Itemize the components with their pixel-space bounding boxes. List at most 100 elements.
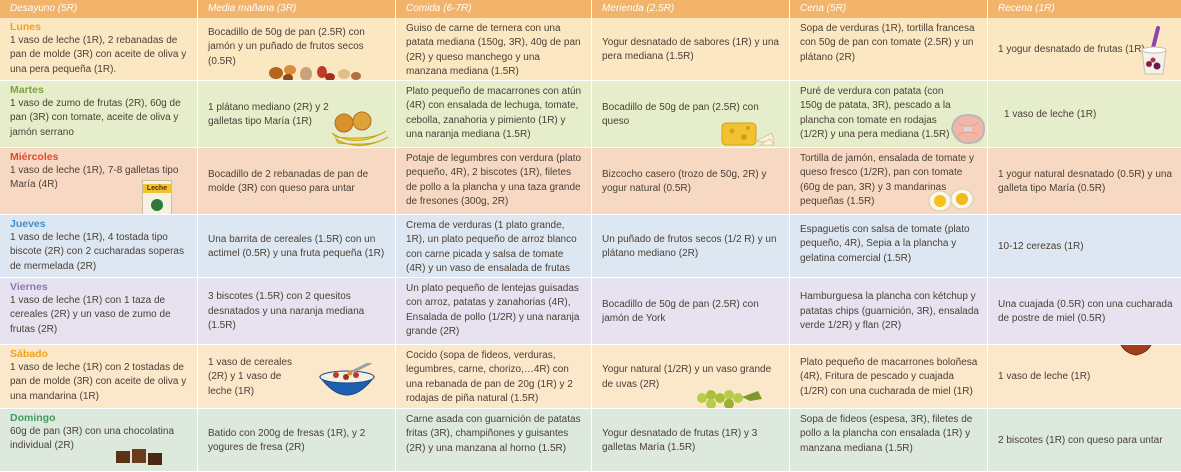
cell-merienda-sabado: Yogur natural (1/2R) y un vaso grande de… bbox=[592, 345, 790, 409]
meal-text: Yogur natural (1/2R) y un vaso grande de… bbox=[602, 364, 772, 390]
day-label-jueves: Jueves bbox=[10, 218, 46, 230]
milk-carton-icon: Leche bbox=[142, 180, 172, 214]
meal-text: 10-12 cerezas (1R) bbox=[998, 240, 1084, 252]
meal-text: Cocido (sopa de fideos, verduras, legumb… bbox=[406, 350, 573, 405]
meal-text: 3 biscotes (1.5R) con 2 quesitos desnata… bbox=[208, 291, 365, 332]
cell-media-manana-domingo: Batido con 200g de fresas (1R), y 2 yogu… bbox=[198, 409, 396, 472]
meal-text: 1 vaso de cereales (2R) y 1 vaso de lech… bbox=[208, 356, 292, 397]
cell-media-manana-viernes: 3 biscotes (1.5R) con 2 quesitos desnata… bbox=[198, 278, 396, 345]
meal-text: Bocadillo de 50g de pan (2.5R) con jamón… bbox=[602, 298, 759, 324]
cell-recena-sabado: 1 vaso de leche (1R) bbox=[988, 345, 1181, 409]
cereal-bowl-icon bbox=[318, 363, 376, 396]
cell-merienda-jueves: Un puñado de frutos secos (1/2 R) y un p… bbox=[592, 215, 790, 278]
cell-desayuno-miercoles: Miércoles 1 vaso de leche (1R), 7-8 gall… bbox=[0, 148, 198, 215]
cell-comida-domingo: Carne asada con guarnición de patatas fr… bbox=[396, 409, 592, 472]
cell-desayuno-jueves: Jueves 1 vaso de leche (1R), 4 tostada t… bbox=[0, 215, 198, 278]
cell-comida-sabado: Cocido (sopa de fideos, verduras, legumb… bbox=[396, 345, 592, 409]
meal-text: Espaguetis con salsa de tomate (plato pe… bbox=[800, 224, 970, 264]
day-label-martes: Martes bbox=[10, 84, 44, 96]
grapes-icon bbox=[697, 390, 762, 408]
meal-text: Bizcocho casero (trozo de 50g, 2R) y yog… bbox=[602, 168, 767, 194]
cell-cena-viernes: Hamburguesa la plancha con kétchup y pat… bbox=[790, 278, 988, 345]
cell-desayuno-lunes: Lunes 1 vaso de leche (1R), 2 rebanadas … bbox=[0, 18, 198, 81]
cell-desayuno-martes: Martes 1 vaso de zumo de frutas (2R), 60… bbox=[0, 81, 198, 148]
cell-recena-miercoles: 1 yogur natural desnatado (0.5R) y una g… bbox=[988, 148, 1181, 215]
day-label-viernes: Viernes bbox=[10, 281, 48, 293]
cell-desayuno-viernes: Viernes 1 vaso de leche (1R) con 1 taza … bbox=[0, 278, 198, 345]
meal-text: 1 vaso de leche (1R) bbox=[998, 371, 1091, 383]
meal-text: Batido con 200g de fresas (1R), y 2 yogu… bbox=[208, 427, 366, 453]
meal-text: 1 vaso de leche (1R), 4 tostada tipo bis… bbox=[10, 232, 184, 272]
meal-text: 1 vaso de leche (1R) con 1 taza de cerea… bbox=[10, 295, 171, 335]
boiled-eggs-icon bbox=[928, 188, 974, 212]
cell-comida-martes: Plato pequeño de macarrones con atún (4R… bbox=[396, 81, 592, 148]
cell-merienda-martes: Bocadillo de 50g de pan (2.5R) con queso bbox=[592, 81, 790, 148]
cell-media-manana-martes: 1 plátano mediano (2R) y 2 galletas tipo… bbox=[198, 81, 396, 148]
meal-text: Bocadillo de 50g de pan (2.5R) con queso bbox=[602, 101, 759, 127]
meal-text: Tortilla de jamón, ensalada de tomate y … bbox=[800, 153, 974, 208]
cell-recena-lunes: 1 yogur desnatado de frutas (1R) bbox=[988, 18, 1181, 81]
meal-text: 1 yogur desnatado de frutas (1R) bbox=[998, 43, 1145, 55]
meal-text: Bocadillo de 50g de pan (2.5R) con jamón… bbox=[208, 27, 365, 67]
meal-text: Yogur desnatado de frutas (1R) y 3 galle… bbox=[602, 427, 758, 453]
day-label-domingo: Domingo bbox=[10, 412, 56, 424]
meal-text: Plato pequeño de macarrones con atún (4R… bbox=[406, 86, 582, 141]
meal-text: Plato pequeño de macarrones boloñesa (4R… bbox=[800, 356, 978, 397]
honey-pot-icon bbox=[1120, 345, 1152, 356]
chocolate-icon bbox=[116, 449, 162, 465]
meal-text: Puré de verdura con patata (con 150g de … bbox=[800, 86, 951, 141]
cell-cena-jueves: Espaguetis con salsa de tomate (plato pe… bbox=[790, 215, 988, 278]
cell-merienda-miercoles: Bizcocho casero (trozo de 50g, 2R) y yog… bbox=[592, 148, 790, 215]
day-label-miercoles: Miércoles bbox=[10, 151, 59, 163]
cell-media-manana-sabado: 1 vaso de cereales (2R) y 1 vaso de lech… bbox=[198, 345, 396, 409]
cell-merienda-domingo: Yogur desnatado de frutas (1R) y 3 galle… bbox=[592, 409, 790, 472]
day-label-sabado: Sábado bbox=[10, 348, 48, 360]
cell-comida-miercoles: Potaje de legumbres con verdura (plato p… bbox=[396, 148, 592, 215]
cell-desayuno-domingo: Domingo 60g de pan (3R) con una chocolat… bbox=[0, 409, 198, 472]
fish-steak-icon bbox=[950, 113, 986, 145]
meal-text: Bocadillo de 2 rebanadas de pan de molde… bbox=[208, 168, 369, 194]
cell-recena-martes: 1 vaso de leche (1R) bbox=[988, 81, 1181, 148]
meal-text: 1 plátano mediano (2R) y 2 galletas tipo… bbox=[208, 101, 329, 127]
cell-cena-sabado: Plato pequeño de macarrones boloñesa (4R… bbox=[790, 345, 988, 409]
meal-text: Una barrita de cereales (1.5R) con un ac… bbox=[208, 233, 385, 259]
header-desayuno: Desayuno (5R) bbox=[0, 0, 198, 18]
meal-text: 1 vaso de leche (1R) bbox=[1004, 108, 1097, 120]
cell-recena-jueves: 10-12 cerezas (1R) bbox=[988, 215, 1181, 278]
meal-text: 1 yogur natural desnatado (0.5R) y una g… bbox=[998, 168, 1172, 194]
cell-desayuno-sabado: Sábado 1 vaso de leche (1R) con 2 tostad… bbox=[0, 345, 198, 409]
milk-carton-label: Leche bbox=[143, 184, 171, 193]
cell-media-manana-miercoles: Bocadillo de 2 rebanadas de pan de molde… bbox=[198, 148, 396, 215]
meal-text: Carne asada con guarnición de patatas fr… bbox=[406, 414, 581, 454]
header-merienda: Merienda (2.5R) bbox=[592, 0, 790, 18]
meal-text: Crema de verduras (1 plato grande, 1R), … bbox=[406, 220, 577, 275]
meal-text: 1 vaso de leche (1R) con 2 tostadas de p… bbox=[10, 362, 187, 402]
cell-cena-martes: Puré de verdura con patata (con 150g de … bbox=[790, 81, 988, 148]
day-label-lunes: Lunes bbox=[10, 21, 41, 33]
meal-text: 2 biscotes (1R) con queso para untar bbox=[998, 434, 1163, 446]
cell-cena-lunes: Sopa de verduras (1R), tortilla francesa… bbox=[790, 18, 988, 81]
cell-cena-miercoles: Tortilla de jamón, ensalada de tomate y … bbox=[790, 148, 988, 215]
cell-merienda-viernes: Bocadillo de 50g de pan (2.5R) con jamón… bbox=[592, 278, 790, 345]
header-cena: Cena (5R) bbox=[790, 0, 988, 18]
meal-text: 1 vaso de leche (1R), 2 rebanadas de pan… bbox=[10, 35, 187, 75]
meal-text: Guiso de carne de ternera con una patata… bbox=[406, 23, 581, 78]
meal-text: Sopa de verduras (1R), tortilla francesa… bbox=[800, 23, 975, 63]
meal-text: 1 vaso de leche (1R), 7-8 galletas tipo … bbox=[10, 165, 179, 191]
cell-cena-domingo: Sopa de fideos (espesa, 3R), filetes de … bbox=[790, 409, 988, 472]
cell-merienda-lunes: Yogur desnatado de sabores (1R) y una pe… bbox=[592, 18, 790, 81]
cell-comida-viernes: Un plato pequeño de lentejas guisadas co… bbox=[396, 278, 592, 345]
cell-comida-jueves: Crema de verduras (1 plato grande, 1R), … bbox=[396, 215, 592, 278]
meal-text: Potaje de legumbres con verdura (plato p… bbox=[406, 153, 582, 208]
header-recena: Recena (1R) bbox=[988, 0, 1181, 18]
cell-media-manana-lunes: Bocadillo de 50g de pan (2.5R) con jamón… bbox=[198, 18, 396, 81]
cell-recena-viernes: Una cuajada (0.5R) con una cucharada de … bbox=[988, 278, 1181, 345]
cell-media-manana-jueves: Una barrita de cereales (1.5R) con un ac… bbox=[198, 215, 396, 278]
meal-text: Una cuajada (0.5R) con una cucharada de … bbox=[998, 298, 1173, 324]
yogurt-spoon-icon bbox=[1141, 26, 1167, 75]
meal-text: Yogur desnatado de sabores (1R) y una pe… bbox=[602, 36, 779, 62]
header-comida: Comida (6-7R) bbox=[396, 0, 592, 18]
header-media-manana: Media mañana (3R) bbox=[198, 0, 396, 18]
meal-text: Un plato pequeño de lentejas guisadas co… bbox=[406, 283, 580, 338]
